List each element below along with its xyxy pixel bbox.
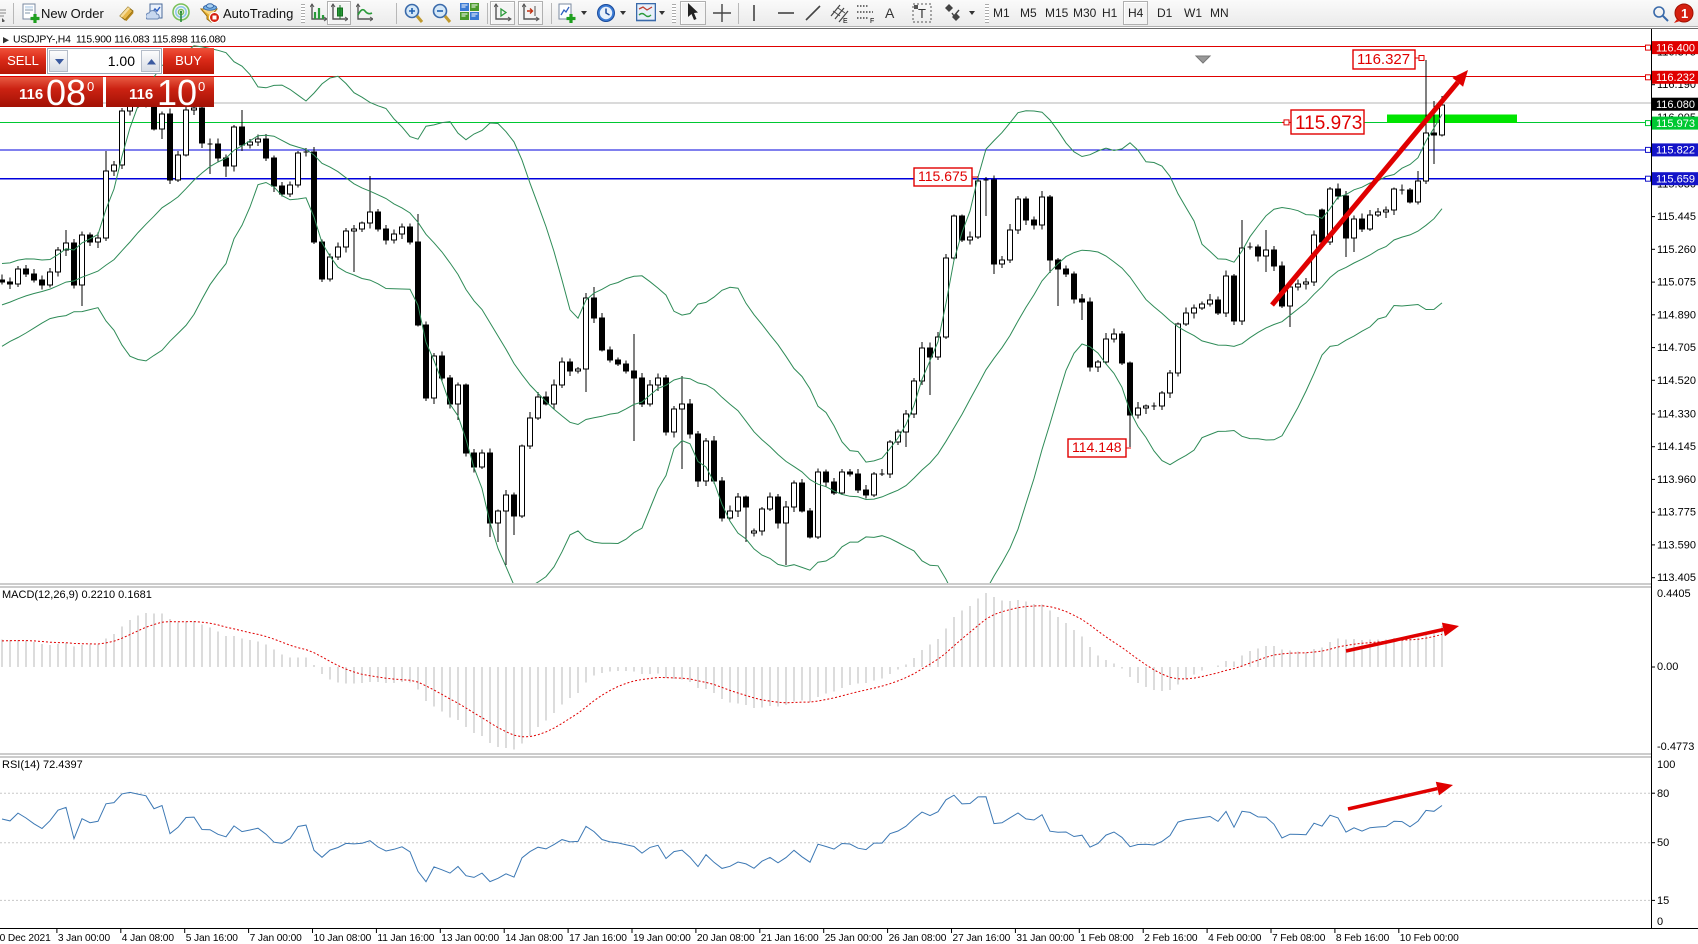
svg-text:114.145: 114.145 <box>1657 441 1696 453</box>
svg-text:115.659: 115.659 <box>1656 174 1695 186</box>
svg-text:E: E <box>843 18 848 24</box>
svg-text:17 Jan 16:00: 17 Jan 16:00 <box>569 933 627 944</box>
svg-text:114.890: 114.890 <box>1657 309 1696 321</box>
svg-text:0.00: 0.00 <box>1657 661 1678 673</box>
svg-text:F: F <box>870 18 874 24</box>
svg-text:10 Jan 08:00: 10 Jan 08:00 <box>314 933 372 944</box>
svg-text:14 Jan 08:00: 14 Jan 08:00 <box>505 933 563 944</box>
svg-text:114.520: 114.520 <box>1657 375 1696 387</box>
svg-text:26 Jan 08:00: 26 Jan 08:00 <box>889 933 947 944</box>
svg-text:19 Jan 00:00: 19 Jan 00:00 <box>633 933 691 944</box>
svg-text:115.822: 115.822 <box>1656 145 1695 157</box>
svg-text:114.330: 114.330 <box>1657 409 1696 421</box>
svg-text:113.775: 113.775 <box>1657 507 1696 519</box>
svg-text:20 Jan 08:00: 20 Jan 08:00 <box>697 933 755 944</box>
svg-text:5 Jan 16:00: 5 Jan 16:00 <box>186 933 239 944</box>
svg-text:113.960: 113.960 <box>1657 474 1696 486</box>
svg-text:116.327: 116.327 <box>1357 51 1410 68</box>
svg-text:100: 100 <box>1657 759 1675 771</box>
svg-text:2 Feb 16:00: 2 Feb 16:00 <box>1144 933 1198 944</box>
svg-text:116.080: 116.080 <box>1656 99 1695 111</box>
svg-text:21 Jan 16:00: 21 Jan 16:00 <box>761 933 819 944</box>
svg-text:115.260: 115.260 <box>1657 244 1696 256</box>
svg-text:115.973: 115.973 <box>1656 118 1695 130</box>
svg-text:50: 50 <box>1657 837 1669 849</box>
svg-text:0.4405: 0.4405 <box>1657 588 1691 600</box>
svg-text:1: 1 <box>1681 6 1688 21</box>
svg-text:MACD(12,26,9) 0.2210 0.1681: MACD(12,26,9) 0.2210 0.1681 <box>2 589 152 601</box>
svg-text:15: 15 <box>1657 895 1669 907</box>
svg-text:7 Jan 00:00: 7 Jan 00:00 <box>250 933 303 944</box>
svg-text:13 Jan 00:00: 13 Jan 00:00 <box>441 933 499 944</box>
svg-text:80: 80 <box>1657 788 1669 800</box>
svg-text:T: T <box>918 6 926 21</box>
svg-text:114.705: 114.705 <box>1657 342 1696 354</box>
svg-text:3 Jan 00:00: 3 Jan 00:00 <box>58 933 111 944</box>
svg-text:0: 0 <box>1657 916 1663 928</box>
svg-text:27 Jan 16:00: 27 Jan 16:00 <box>953 933 1011 944</box>
svg-text:30 Dec 2021: 30 Dec 2021 <box>0 933 51 944</box>
svg-text:116.232: 116.232 <box>1656 72 1695 84</box>
svg-text:11 Jan 16:00: 11 Jan 16:00 <box>377 933 434 944</box>
svg-text:RSI(14) 72.4397: RSI(14) 72.4397 <box>2 759 83 771</box>
svg-text:31 Jan 00:00: 31 Jan 00:00 <box>1016 933 1074 944</box>
svg-text:4 Jan 08:00: 4 Jan 08:00 <box>122 933 175 944</box>
svg-text:113.590: 113.590 <box>1657 539 1696 551</box>
svg-text:114.148: 114.148 <box>1072 439 1122 455</box>
svg-text:-0.4773: -0.4773 <box>1657 741 1694 753</box>
svg-text:USDJPY-,H4: USDJPY-,H4 <box>13 35 71 46</box>
svg-text:10 Feb 00:00: 10 Feb 00:00 <box>1400 933 1459 944</box>
svg-text:7 Feb 08:00: 7 Feb 08:00 <box>1272 933 1326 944</box>
svg-text:115.445: 115.445 <box>1657 211 1696 223</box>
svg-text:116.400: 116.400 <box>1656 42 1695 54</box>
svg-text:8 Feb 16:00: 8 Feb 16:00 <box>1336 933 1390 944</box>
svg-text:113.405: 113.405 <box>1657 572 1696 584</box>
svg-text:25 Jan 00:00: 25 Jan 00:00 <box>825 933 883 944</box>
svg-text:1 Feb 08:00: 1 Feb 08:00 <box>1080 933 1134 944</box>
svg-text:115.973: 115.973 <box>1295 113 1362 134</box>
svg-text:115.075: 115.075 <box>1657 277 1696 289</box>
svg-text:115.900 116.083 115.898 116.08: 115.900 116.083 115.898 116.080 <box>76 35 226 46</box>
svg-text:4 Feb 00:00: 4 Feb 00:00 <box>1208 933 1262 944</box>
svg-text:115.675: 115.675 <box>918 168 968 184</box>
